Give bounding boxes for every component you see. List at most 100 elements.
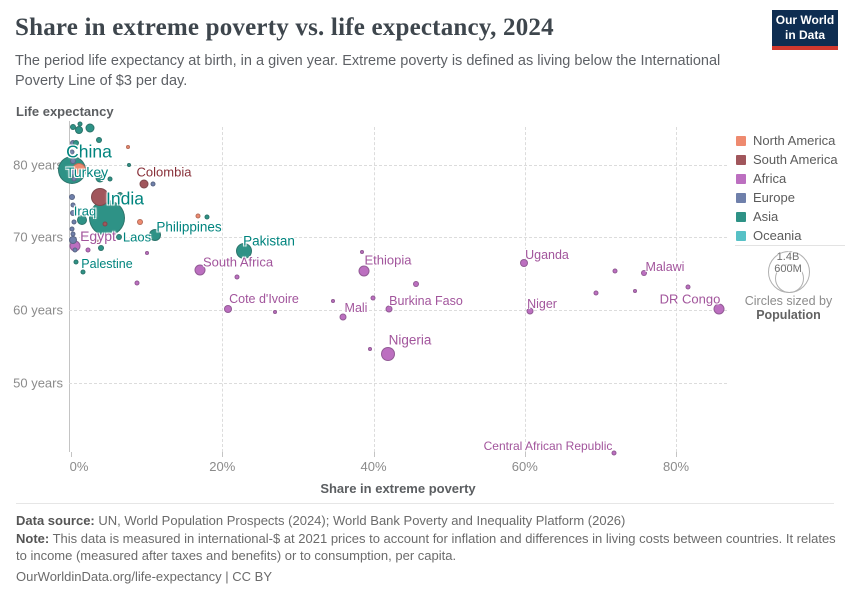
country-label-central-african-republic[interactable]: Central African Republic bbox=[483, 439, 613, 453]
data-point-niger[interactable] bbox=[526, 307, 534, 315]
data-point[interactable] bbox=[85, 123, 95, 133]
data-point[interactable] bbox=[127, 163, 132, 168]
data-point[interactable] bbox=[70, 157, 77, 164]
data-source-label: Data source: bbox=[16, 513, 95, 528]
data-point[interactable] bbox=[72, 247, 78, 253]
data-point[interactable] bbox=[360, 249, 365, 254]
country-label-iraq[interactable]: Iraq bbox=[73, 203, 97, 219]
data-point[interactable] bbox=[70, 231, 76, 237]
data-point[interactable] bbox=[117, 192, 124, 199]
data-point[interactable] bbox=[134, 280, 140, 286]
data-point[interactable] bbox=[68, 236, 77, 245]
data-point[interactable] bbox=[70, 123, 77, 130]
country-label-south-africa[interactable]: South Africa bbox=[202, 254, 274, 270]
data-point[interactable] bbox=[204, 214, 210, 220]
data-point[interactable] bbox=[370, 295, 376, 301]
data-point-colombia[interactable] bbox=[139, 179, 149, 189]
data-point[interactable] bbox=[593, 290, 599, 296]
data-point[interactable] bbox=[612, 268, 618, 274]
country-label-dr-congo[interactable]: DR Congo bbox=[659, 291, 721, 307]
data-point[interactable] bbox=[125, 145, 130, 150]
legend-label-south_america: South America bbox=[753, 152, 838, 167]
data-point[interactable] bbox=[195, 213, 201, 219]
data-point-malawi[interactable] bbox=[641, 269, 648, 276]
v-gridline-80 bbox=[676, 127, 677, 452]
country-label-uganda[interactable]: Uganda bbox=[525, 248, 569, 262]
data-point[interactable] bbox=[72, 140, 79, 147]
country-label-niger[interactable]: Niger bbox=[527, 297, 557, 311]
owid-logo[interactable]: Our World in Data bbox=[772, 10, 838, 50]
country-label-burkina-faso[interactable]: Burkina Faso bbox=[389, 294, 463, 308]
legend-item-south_america[interactable]: South America bbox=[736, 150, 838, 169]
data-point[interactable] bbox=[69, 149, 75, 155]
data-point[interactable] bbox=[95, 239, 101, 245]
data-point[interactable] bbox=[90, 188, 109, 207]
data-point[interactable] bbox=[367, 347, 372, 352]
data-point[interactable] bbox=[685, 284, 691, 290]
country-label-philippines[interactable]: Philippines bbox=[156, 219, 222, 235]
data-point-nigeria[interactable] bbox=[380, 346, 395, 361]
country-label-india[interactable]: India bbox=[106, 188, 144, 209]
data-point-cote-d-ivoire[interactable] bbox=[224, 304, 233, 313]
data-point-laos[interactable] bbox=[116, 234, 123, 241]
country-label-turkey[interactable]: Turkey bbox=[65, 164, 109, 180]
legend-item-north_america[interactable]: North America bbox=[736, 131, 838, 150]
data-point[interactable] bbox=[82, 210, 89, 217]
legend-item-europe[interactable]: Europe bbox=[736, 188, 838, 207]
data-point[interactable] bbox=[68, 193, 75, 200]
country-label-pakistan[interactable]: Pakistan bbox=[243, 233, 295, 249]
country-label-nigeria[interactable]: Nigeria bbox=[388, 332, 432, 348]
legend-item-oceania[interactable]: Oceania bbox=[736, 226, 838, 245]
data-point[interactable] bbox=[80, 269, 86, 275]
legend-label-asia: Asia bbox=[753, 209, 779, 224]
note-label: Note: bbox=[16, 531, 50, 546]
country-label-ethiopia[interactable]: Ethiopia bbox=[364, 252, 412, 268]
country-label-malawi[interactable]: Malawi bbox=[645, 260, 685, 274]
owid-logo-box: Our World in Data bbox=[772, 10, 838, 46]
data-point-turkey[interactable] bbox=[95, 173, 105, 183]
data-point[interactable] bbox=[136, 218, 143, 225]
data-point[interactable] bbox=[69, 226, 75, 232]
data-point[interactable] bbox=[71, 176, 77, 182]
data-point[interactable] bbox=[107, 176, 113, 182]
country-label-egypt[interactable]: Egypt bbox=[80, 228, 116, 244]
country-label-palestine[interactable]: Palestine bbox=[81, 257, 133, 271]
data-point-mali[interactable] bbox=[339, 313, 347, 321]
data-point[interactable] bbox=[98, 245, 105, 252]
data-point[interactable] bbox=[70, 202, 76, 207]
country-label-cote-d-ivoire[interactable]: Cote d'Ivoire bbox=[229, 292, 299, 306]
data-point-iraq[interactable] bbox=[77, 214, 88, 225]
data-point-central-african-republic[interactable] bbox=[611, 450, 617, 456]
x-tick-mark-80 bbox=[676, 452, 677, 457]
citation-link[interactable]: OurWorldinData.org/life-expectancy | CC … bbox=[16, 569, 273, 584]
data-point-philippines[interactable] bbox=[148, 229, 161, 242]
data-point-palestine[interactable] bbox=[73, 259, 79, 265]
data-point[interactable] bbox=[77, 121, 83, 127]
data-point[interactable] bbox=[85, 247, 91, 253]
data-point-pakistan[interactable] bbox=[236, 243, 253, 260]
data-point[interactable] bbox=[273, 310, 278, 315]
country-label-colombia[interactable]: Colombia bbox=[136, 164, 192, 180]
legend-item-africa[interactable]: Africa bbox=[736, 169, 838, 188]
data-point[interactable] bbox=[150, 181, 156, 187]
data-point-uganda[interactable] bbox=[519, 259, 528, 268]
data-point[interactable] bbox=[144, 251, 149, 256]
data-point[interactable] bbox=[234, 274, 240, 280]
legend-swatch-africa bbox=[736, 173, 746, 184]
data-point[interactable] bbox=[69, 210, 76, 217]
data-point[interactable] bbox=[69, 168, 76, 176]
data-point[interactable] bbox=[71, 219, 77, 225]
data-point-ethiopia[interactable] bbox=[358, 265, 370, 277]
data-point-south-africa[interactable] bbox=[194, 264, 206, 276]
data-point[interactable] bbox=[412, 280, 419, 287]
data-point[interactable] bbox=[95, 137, 102, 144]
country-label-laos[interactable]: Laos bbox=[122, 229, 152, 245]
data-point[interactable] bbox=[330, 299, 335, 304]
legend-item-asia[interactable]: Asia bbox=[736, 207, 838, 226]
data-point[interactable] bbox=[633, 289, 638, 294]
data-point-burkina-faso[interactable] bbox=[385, 305, 393, 313]
country-label-china[interactable]: China bbox=[66, 141, 112, 162]
country-label-mali[interactable]: Mali bbox=[344, 301, 368, 315]
data-point[interactable] bbox=[102, 221, 108, 227]
data-point-dr-congo[interactable] bbox=[713, 303, 725, 315]
